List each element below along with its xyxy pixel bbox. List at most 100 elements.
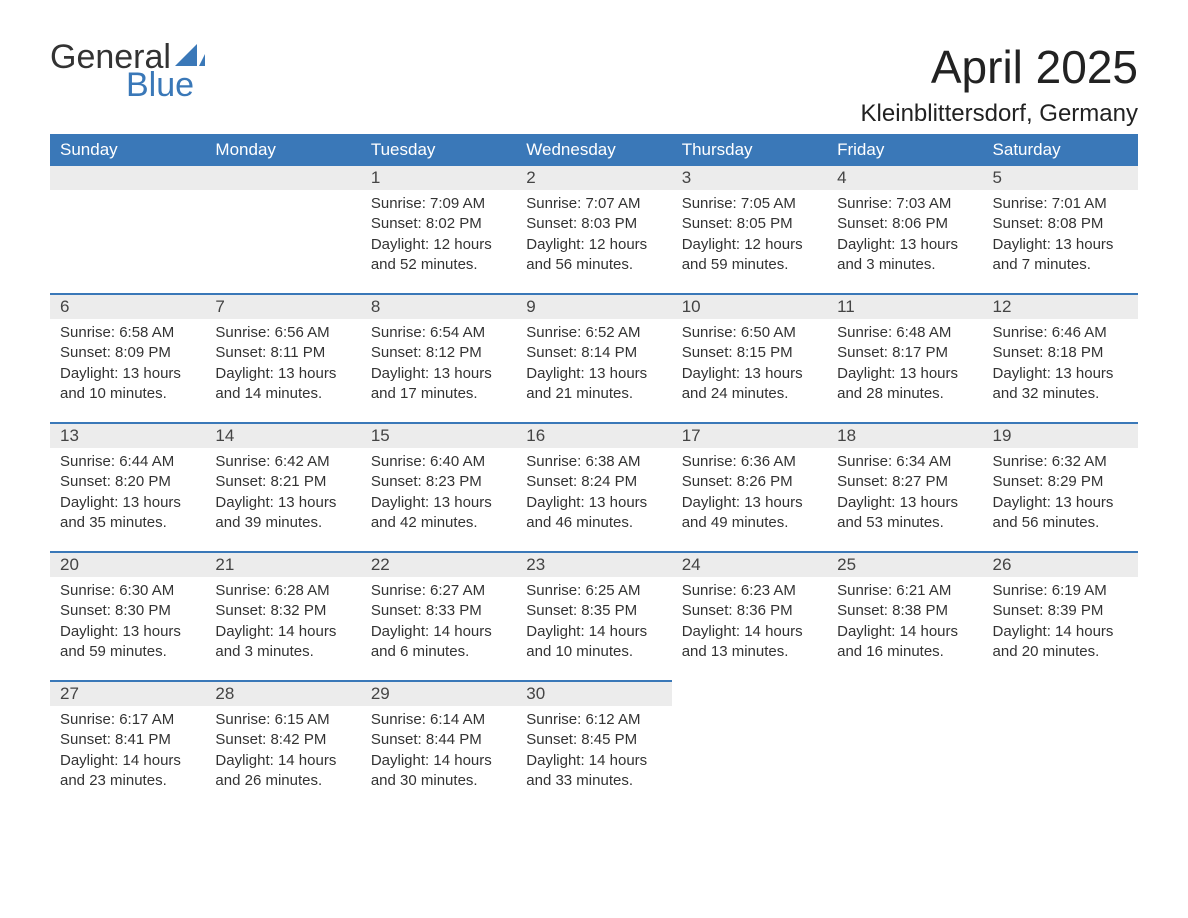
calendar-day-cell: 2Sunrise: 7:07 AMSunset: 8:03 PMDaylight…: [516, 166, 671, 293]
weekday-header: Wednesday: [516, 134, 671, 166]
day-details: Sunrise: 6:40 AMSunset: 8:23 PMDaylight:…: [361, 448, 516, 533]
sunset-text: Sunset: 8:42 PM: [215, 730, 350, 750]
sunset-text: Sunset: 8:09 PM: [60, 343, 195, 363]
sunrise-text: Sunrise: 6:14 AM: [371, 710, 506, 730]
daylight-text: Daylight: 13 hours: [993, 364, 1128, 384]
daylight-text: Daylight: 14 hours: [682, 622, 817, 642]
daylight-text: Daylight: 12 hours: [682, 235, 817, 255]
daylight-text: and 17 minutes.: [371, 384, 506, 404]
calendar-day-cell: 16Sunrise: 6:38 AMSunset: 8:24 PMDayligh…: [516, 422, 671, 551]
calendar-week-row: 6Sunrise: 6:58 AMSunset: 8:09 PMDaylight…: [50, 293, 1138, 422]
day-number: 25: [827, 551, 982, 577]
calendar-day-cell: 28Sunrise: 6:15 AMSunset: 8:42 PMDayligh…: [205, 680, 360, 809]
sunset-text: Sunset: 8:23 PM: [371, 472, 506, 492]
day-details: Sunrise: 6:58 AMSunset: 8:09 PMDaylight:…: [50, 319, 205, 404]
sunrise-text: Sunrise: 7:07 AM: [526, 194, 661, 214]
day-details: Sunrise: 6:50 AMSunset: 8:15 PMDaylight:…: [672, 319, 827, 404]
daylight-text: Daylight: 13 hours: [682, 493, 817, 513]
day-details: Sunrise: 6:15 AMSunset: 8:42 PMDaylight:…: [205, 706, 360, 791]
sunset-text: Sunset: 8:35 PM: [526, 601, 661, 621]
calendar-week-row: 1Sunrise: 7:09 AMSunset: 8:02 PMDaylight…: [50, 166, 1138, 293]
day-details: Sunrise: 6:52 AMSunset: 8:14 PMDaylight:…: [516, 319, 671, 404]
sunset-text: Sunset: 8:12 PM: [371, 343, 506, 363]
day-details: Sunrise: 6:30 AMSunset: 8:30 PMDaylight:…: [50, 577, 205, 662]
calendar-day-cell: 7Sunrise: 6:56 AMSunset: 8:11 PMDaylight…: [205, 293, 360, 422]
sunset-text: Sunset: 8:06 PM: [837, 214, 972, 234]
daylight-text: Daylight: 13 hours: [526, 364, 661, 384]
day-number: 13: [50, 422, 205, 448]
daylight-text: and 10 minutes.: [526, 642, 661, 662]
calendar-day-cell: 11Sunrise: 6:48 AMSunset: 8:17 PMDayligh…: [827, 293, 982, 422]
sunset-text: Sunset: 8:32 PM: [215, 601, 350, 621]
weekday-header: Thursday: [672, 134, 827, 166]
calendar-day-cell: 14Sunrise: 6:42 AMSunset: 8:21 PMDayligh…: [205, 422, 360, 551]
day-details: Sunrise: 7:03 AMSunset: 8:06 PMDaylight:…: [827, 190, 982, 275]
day-number: 30: [516, 680, 671, 706]
daylight-text: Daylight: 13 hours: [60, 622, 195, 642]
calendar-day-cell: 27Sunrise: 6:17 AMSunset: 8:41 PMDayligh…: [50, 680, 205, 809]
daylight-text: Daylight: 13 hours: [837, 235, 972, 255]
sunset-text: Sunset: 8:20 PM: [60, 472, 195, 492]
sunset-text: Sunset: 8:27 PM: [837, 472, 972, 492]
daylight-text: Daylight: 13 hours: [60, 364, 195, 384]
calendar-day-cell: 29Sunrise: 6:14 AMSunset: 8:44 PMDayligh…: [361, 680, 516, 809]
calendar-day-cell: [983, 680, 1138, 809]
daylight-text: Daylight: 13 hours: [215, 364, 350, 384]
calendar-day-cell: 23Sunrise: 6:25 AMSunset: 8:35 PMDayligh…: [516, 551, 671, 680]
daylight-text: and 3 minutes.: [215, 642, 350, 662]
sunrise-text: Sunrise: 6:48 AM: [837, 323, 972, 343]
day-details: Sunrise: 6:44 AMSunset: 8:20 PMDaylight:…: [50, 448, 205, 533]
sunset-text: Sunset: 8:05 PM: [682, 214, 817, 234]
daylight-text: Daylight: 12 hours: [371, 235, 506, 255]
sunrise-text: Sunrise: 7:05 AM: [682, 194, 817, 214]
calendar-week-row: 27Sunrise: 6:17 AMSunset: 8:41 PMDayligh…: [50, 680, 1138, 809]
sunset-text: Sunset: 8:30 PM: [60, 601, 195, 621]
calendar-day-cell: 4Sunrise: 7:03 AMSunset: 8:06 PMDaylight…: [827, 166, 982, 293]
day-number: 21: [205, 551, 360, 577]
daylight-text: Daylight: 13 hours: [526, 493, 661, 513]
day-number: 12: [983, 293, 1138, 319]
day-number: 20: [50, 551, 205, 577]
sunset-text: Sunset: 8:11 PM: [215, 343, 350, 363]
sunset-text: Sunset: 8:26 PM: [682, 472, 817, 492]
daylight-text: Daylight: 13 hours: [993, 493, 1128, 513]
calendar-page: General Blue April 2025 Kleinblittersdor…: [0, 0, 1188, 839]
sunset-text: Sunset: 8:44 PM: [371, 730, 506, 750]
daylight-text: Daylight: 14 hours: [371, 622, 506, 642]
daylight-text: Daylight: 13 hours: [60, 493, 195, 513]
sunrise-text: Sunrise: 6:23 AM: [682, 581, 817, 601]
daylight-text: Daylight: 14 hours: [993, 622, 1128, 642]
calendar-day-cell: 13Sunrise: 6:44 AMSunset: 8:20 PMDayligh…: [50, 422, 205, 551]
day-details: Sunrise: 6:32 AMSunset: 8:29 PMDaylight:…: [983, 448, 1138, 533]
daylight-text: and 46 minutes.: [526, 513, 661, 533]
daylight-text: and 33 minutes.: [526, 771, 661, 791]
calendar-day-cell: 19Sunrise: 6:32 AMSunset: 8:29 PMDayligh…: [983, 422, 1138, 551]
daylight-text: and 32 minutes.: [993, 384, 1128, 404]
calendar-week-row: 20Sunrise: 6:30 AMSunset: 8:30 PMDayligh…: [50, 551, 1138, 680]
day-number: 7: [205, 293, 360, 319]
day-number: 18: [827, 422, 982, 448]
sunset-text: Sunset: 8:18 PM: [993, 343, 1128, 363]
daylight-text: and 39 minutes.: [215, 513, 350, 533]
sunrise-text: Sunrise: 6:30 AM: [60, 581, 195, 601]
daylight-text: and 3 minutes.: [837, 255, 972, 275]
daylight-text: and 52 minutes.: [371, 255, 506, 275]
day-number: 5: [983, 166, 1138, 190]
sunset-text: Sunset: 8:45 PM: [526, 730, 661, 750]
day-number: 22: [361, 551, 516, 577]
sunrise-text: Sunrise: 6:38 AM: [526, 452, 661, 472]
sunrise-text: Sunrise: 6:28 AM: [215, 581, 350, 601]
brand-word-2: Blue: [50, 68, 205, 102]
daylight-text: and 30 minutes.: [371, 771, 506, 791]
daylight-text: and 49 minutes.: [682, 513, 817, 533]
sunset-text: Sunset: 8:38 PM: [837, 601, 972, 621]
day-details: Sunrise: 6:42 AMSunset: 8:21 PMDaylight:…: [205, 448, 360, 533]
sunrise-text: Sunrise: 6:58 AM: [60, 323, 195, 343]
page-header: General Blue April 2025 Kleinblittersdor…: [50, 40, 1138, 128]
day-details: Sunrise: 6:25 AMSunset: 8:35 PMDaylight:…: [516, 577, 671, 662]
sunset-text: Sunset: 8:21 PM: [215, 472, 350, 492]
daylight-text: and 23 minutes.: [60, 771, 195, 791]
day-details: Sunrise: 7:05 AMSunset: 8:05 PMDaylight:…: [672, 190, 827, 275]
daylight-text: and 13 minutes.: [682, 642, 817, 662]
sunrise-text: Sunrise: 6:19 AM: [993, 581, 1128, 601]
